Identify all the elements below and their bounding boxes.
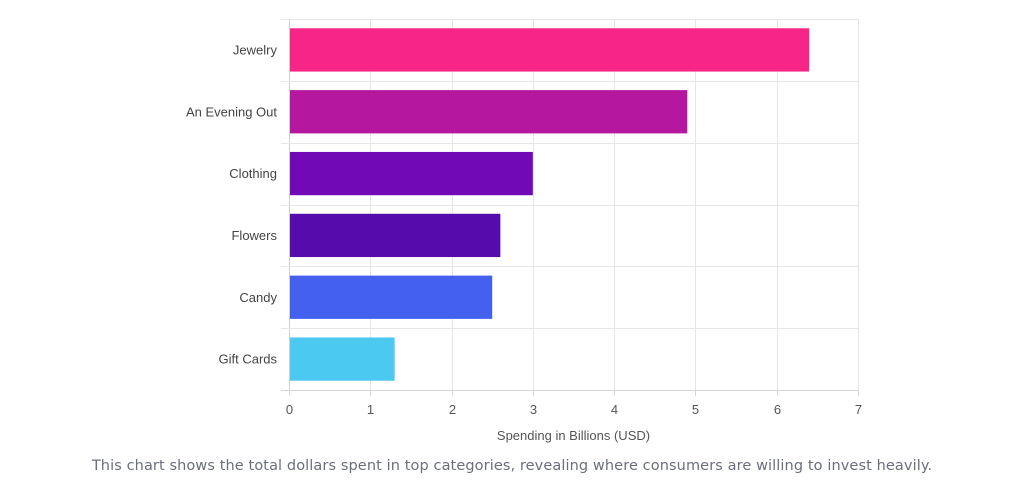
x-axis: 0 1 2 3 4 5 6 7 [286, 390, 862, 417]
x-axis-title: Spending in Billions (USD) [497, 428, 650, 443]
chart-caption: This chart shows the total dollars spent… [91, 458, 933, 474]
bars [290, 28, 810, 381]
grid-lines [281, 19, 859, 391]
bar-flowers[interactable] [290, 213, 501, 258]
category-label: Jewelry [233, 42, 278, 57]
bar-jewelry[interactable] [290, 28, 810, 72]
x-tick-label: 1 [367, 402, 374, 417]
category-label: Candy [239, 290, 277, 305]
category-label: Gift Cards [218, 352, 277, 367]
x-tick-label: 7 [855, 402, 862, 417]
bar-candy[interactable] [290, 275, 493, 319]
x-tick-label: 6 [774, 402, 781, 417]
bar-an-evening-out[interactable] [290, 90, 688, 134]
category-label: Clothing [229, 166, 277, 181]
chart-container: Jewelry An Evening Out Clothing Flowers Cand… [186, 19, 862, 443]
bar-clothing[interactable] [290, 151, 533, 196]
category-label: Flowers [231, 228, 277, 243]
category-label: An Evening Out [186, 104, 277, 119]
bar-gift-cards[interactable] [290, 337, 395, 381]
x-tick-label: 4 [611, 402, 618, 417]
category-labels: Jewelry An Evening Out Clothing Flowers Cand… [186, 42, 278, 366]
x-tick-label: 0 [286, 402, 293, 417]
bar-chart: Jewelry An Evening Out Clothing Flowers Cand… [186, 19, 862, 443]
x-tick-label: 3 [530, 402, 537, 417]
x-tick-label: 5 [692, 402, 699, 417]
x-tick-label: 2 [449, 402, 456, 417]
